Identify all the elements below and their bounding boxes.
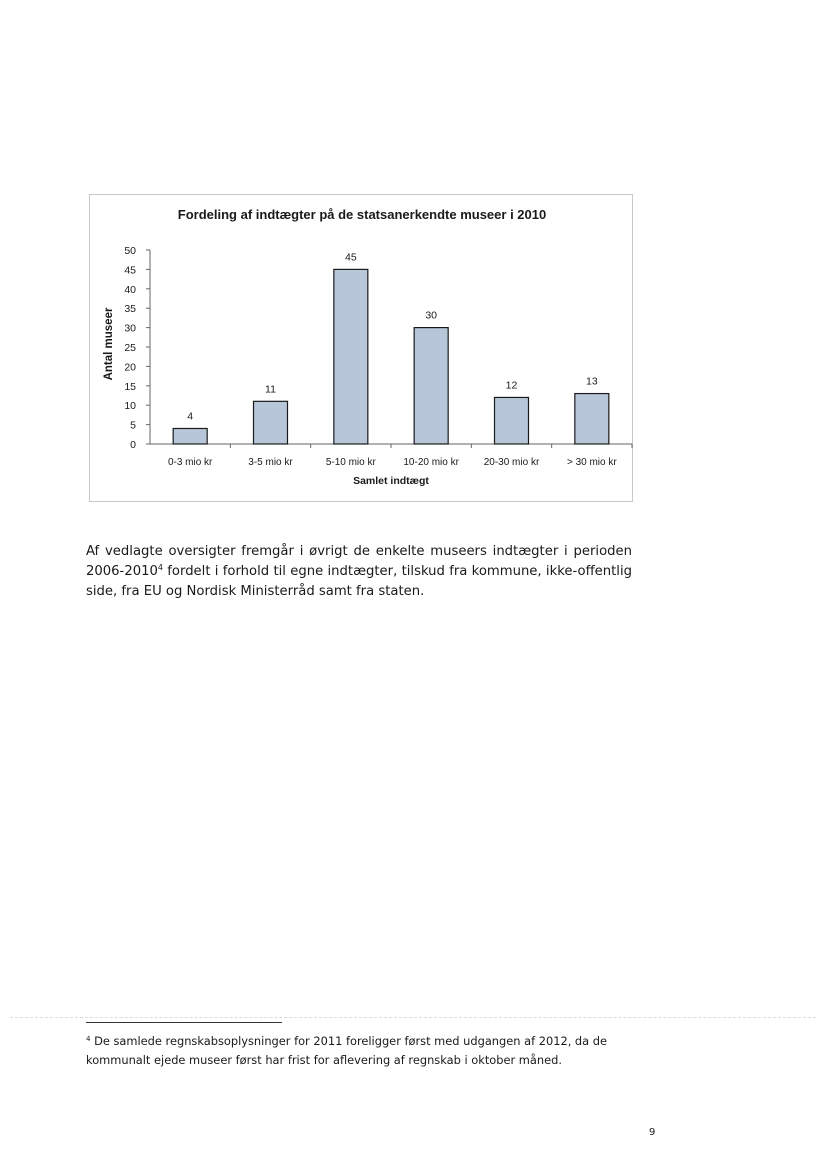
footnote-reference: 4 (157, 563, 163, 572)
x-tick-label: 10-20 mio kr (403, 457, 459, 468)
y-tick-label: 5 (130, 420, 136, 432)
body-text-part2: fordelt i forhold til egne indtægter, ti… (86, 564, 632, 599)
bar-chart: Fordeling af indtægter på de statsanerke… (103, 207, 633, 487)
y-tick-label: 15 (124, 381, 136, 393)
y-tick-label: 45 (124, 264, 136, 276)
y-tick-label: 35 (124, 303, 136, 315)
footnote-text: De samlede regnskabsoplysninger for 2011… (86, 1034, 608, 1067)
x-axis-label: Samlet indtægt (353, 475, 429, 487)
data-label: 4 (187, 410, 193, 422)
y-tick-label: 50 (124, 245, 136, 257)
x-tick-label: > 30 mio kr (567, 457, 617, 468)
chart-title: Fordeling af indtægter på de statsanerke… (178, 207, 546, 222)
data-label: 13 (586, 376, 598, 388)
data-label: 30 (425, 310, 437, 322)
bar (252, 400, 289, 445)
y-tick-label: 40 (124, 284, 136, 296)
body-text-part1: Af vedlagte oversigter fremgår i øvrigt … (86, 544, 632, 579)
y-tick-label: 10 (124, 400, 136, 412)
x-tick-label: 20-30 mio kr (484, 457, 540, 468)
bar (493, 396, 530, 445)
footnote: 4 De samlede regnskabsoplysninger for 20… (86, 1032, 626, 1070)
scan-artifact-line (10, 1017, 816, 1018)
bar (172, 427, 208, 445)
bar (333, 268, 369, 445)
y-axis-label: Antal museer (103, 307, 115, 380)
page-number: 9 (649, 1127, 656, 1138)
body-paragraph: Af vedlagte oversigter fremgår i øvrigt … (86, 542, 632, 602)
footnote-separator (86, 1022, 282, 1023)
y-tick-label: 25 (124, 342, 136, 354)
data-label: 11 (265, 383, 276, 395)
x-axis-ticks: 0-3 mio kr 3-5 mio kr 5-10 mio kr 10-20 mio… (168, 444, 633, 468)
bar (413, 327, 449, 445)
data-label: 45 (345, 251, 357, 263)
y-tick-label: 20 (124, 361, 136, 373)
footnote-marker: 4 (86, 1035, 91, 1043)
data-label: 12 (506, 379, 518, 391)
y-axis-ticks: 0 5 10 15 20 25 30 35 40 45 50 (124, 245, 150, 451)
chart-container: Fordeling af indtægter på de statsanerke… (89, 194, 633, 502)
y-tick-label: 0 (130, 439, 136, 451)
bars: 4 11 45 30 12 13 (172, 251, 610, 445)
x-tick-label: 3-5 mio kr (248, 457, 293, 468)
x-tick-label: 0-3 mio kr (168, 457, 213, 468)
bar (574, 392, 610, 445)
y-tick-label: 30 (124, 323, 136, 335)
x-tick-label: 5-10 mio kr (326, 457, 377, 468)
